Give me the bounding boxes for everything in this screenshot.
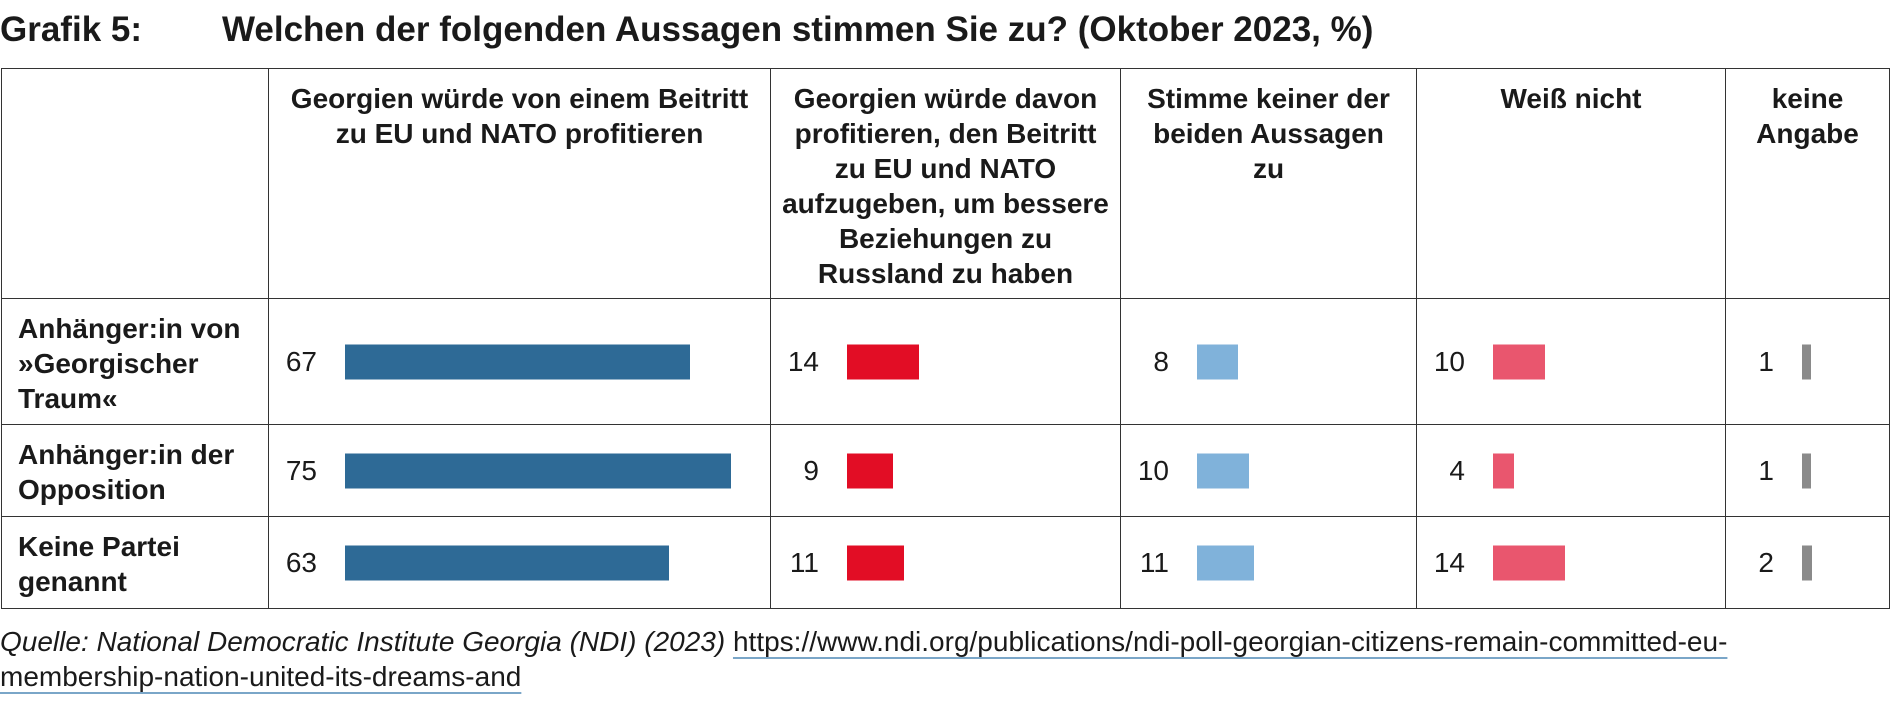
cell-r1-c0: 75 xyxy=(268,424,771,517)
cell-r0-c4: 1 xyxy=(1725,298,1890,425)
bar xyxy=(847,545,904,580)
chart-label: Grafik 5: xyxy=(0,10,142,49)
table-row: Anhänger:in von »Georgischer Traum« 67 14… xyxy=(1,298,1890,425)
column-header-0: Georgien würde von einem Beitritt zu EU … xyxy=(268,68,771,299)
cell-r1-c4: 1 xyxy=(1725,424,1890,517)
column-header-4: keine Angabe xyxy=(1725,68,1890,299)
bar xyxy=(1802,545,1813,580)
column-header-1: Georgien würde davon profitieren, den Be… xyxy=(770,68,1121,299)
source-text: Quelle: National Democratic Institute Ge… xyxy=(0,626,726,657)
bar xyxy=(1493,453,1514,488)
table-row: Keine Partei genannt 63 11 11 14 2 xyxy=(1,516,1890,609)
cell-r2-c0: 63 xyxy=(268,516,771,609)
cell-r2-c4: 2 xyxy=(1725,516,1890,609)
chart-title-text: Welchen der folgenden Aussagen stimmen S… xyxy=(222,10,1374,49)
value-label: 1 xyxy=(1758,345,1774,377)
cell-r0-c1: 14 xyxy=(770,298,1121,425)
bar xyxy=(345,344,691,379)
value-label: 14 xyxy=(787,345,819,377)
cell-r2-c1: 11 xyxy=(770,516,1121,609)
value-label: 75 xyxy=(285,454,317,486)
value-label: 9 xyxy=(803,454,819,486)
bar xyxy=(1197,453,1249,488)
bar xyxy=(1493,545,1566,580)
table-row: Anhänger:in der Opposition 75 9 10 4 1 xyxy=(1,424,1890,517)
cell-r1-c1: 9 xyxy=(770,424,1121,517)
column-header-2: Stimme keiner der beiden Aussagen zu xyxy=(1120,68,1417,299)
value-label: 8 xyxy=(1153,345,1169,377)
value-label: 11 xyxy=(1139,546,1169,578)
value-label: 67 xyxy=(285,345,317,377)
value-label: 10 xyxy=(1433,345,1465,377)
row-label-2: Keine Partei genannt xyxy=(1,516,269,609)
column-header-3: Weiß nicht xyxy=(1416,68,1726,299)
cell-r2-c3: 14 xyxy=(1416,516,1726,609)
source-note: Quelle: National Democratic Institute Ge… xyxy=(0,624,1890,694)
header-corner xyxy=(1,68,269,299)
cell-r0-c0: 67 xyxy=(268,298,771,425)
cell-r1-c3: 4 xyxy=(1416,424,1726,517)
value-label: 63 xyxy=(285,546,317,578)
data-table: Georgien würde von einem Beitritt zu EU … xyxy=(1,68,1890,609)
bar xyxy=(1493,344,1545,379)
bar xyxy=(847,453,894,488)
value-label: 4 xyxy=(1449,454,1465,486)
cell-r0-c3: 10 xyxy=(1416,298,1726,425)
row-label-1: Anhänger:in der Opposition xyxy=(1,424,269,517)
bar xyxy=(1197,344,1239,379)
bar xyxy=(345,545,670,580)
chart-title: Grafik 5: Welchen der folgenden Aussagen… xyxy=(0,8,1373,52)
bar xyxy=(345,453,732,488)
cell-r0-c2: 8 xyxy=(1120,298,1417,425)
row-label-0: Anhänger:in von »Georgischer Traum« xyxy=(1,298,269,425)
source-link[interactable]: https://www.ndi.org/publications/ndi-pol… xyxy=(0,626,1728,692)
value-label: 1 xyxy=(1758,454,1774,486)
bar xyxy=(1802,453,1811,488)
value-label: 2 xyxy=(1758,546,1774,578)
bar xyxy=(1802,344,1811,379)
cell-r2-c2: 11 xyxy=(1120,516,1417,609)
bar xyxy=(847,344,920,379)
value-label: 14 xyxy=(1433,546,1465,578)
bar xyxy=(1197,545,1254,580)
value-label: 10 xyxy=(1137,454,1169,486)
cell-r1-c2: 10 xyxy=(1120,424,1417,517)
value-label: 11 xyxy=(789,546,819,578)
